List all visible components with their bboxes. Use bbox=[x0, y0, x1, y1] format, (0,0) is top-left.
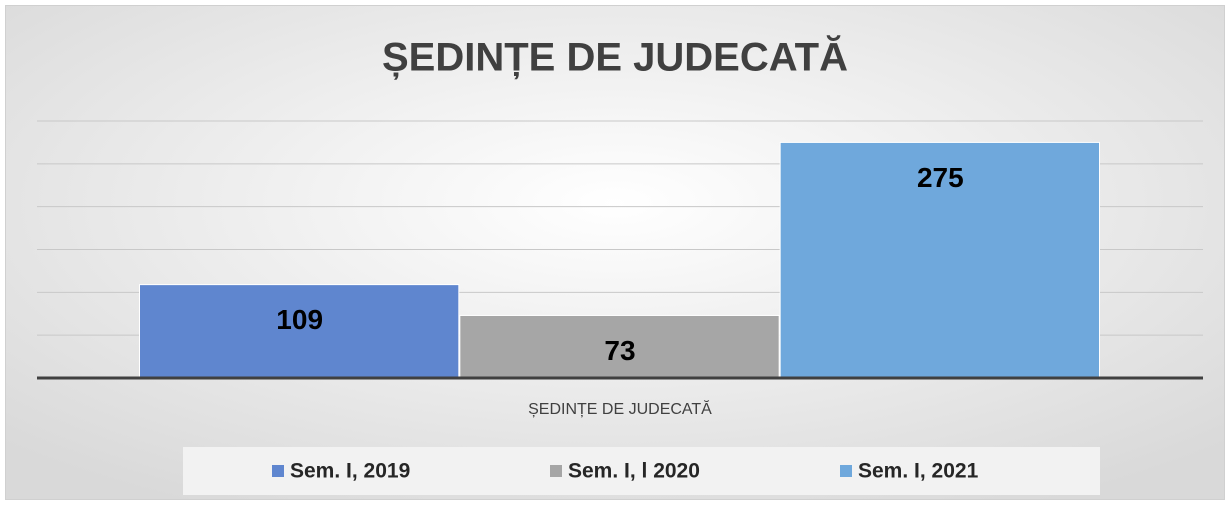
legend-swatch bbox=[550, 465, 562, 477]
legend-swatch bbox=[840, 465, 852, 477]
legend-swatch bbox=[272, 465, 284, 477]
legend-label: Sem. I, 2021 bbox=[858, 460, 979, 483]
legend-box bbox=[183, 447, 1100, 495]
legend-label: Sem. I, 2019 bbox=[290, 460, 410, 483]
data-label: 109 bbox=[276, 304, 323, 335]
data-label: 275 bbox=[917, 162, 964, 193]
legend-label: Sem. I, l 2020 bbox=[568, 460, 700, 483]
bar bbox=[139, 284, 460, 379]
bar bbox=[779, 141, 1101, 379]
chart-title: ȘEDINȚE DE JUDECATĂ bbox=[382, 35, 848, 80]
data-label: 73 bbox=[604, 335, 635, 366]
x-tick-label: ȘEDINȚE DE JUDECATĂ bbox=[528, 399, 712, 418]
